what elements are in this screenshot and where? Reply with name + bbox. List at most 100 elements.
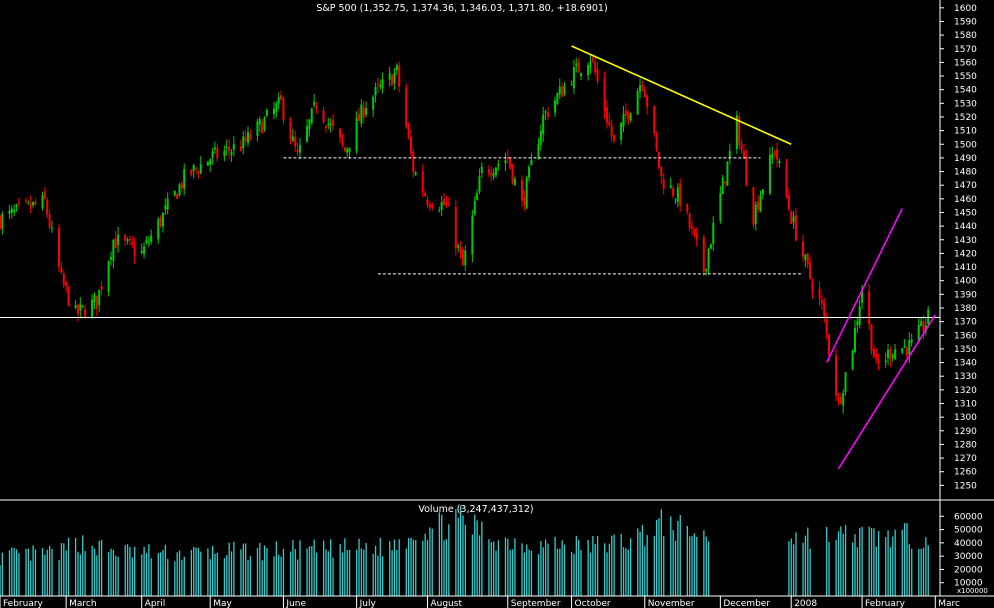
candle-body [289,122,292,140]
volume-bar [315,552,318,596]
volume-bar [167,558,169,596]
volume-bar [691,535,693,596]
volume-bar [488,539,490,596]
volume-bar [660,509,663,596]
candle-body [835,355,838,396]
volume-bar [30,560,32,596]
candle-body [705,268,708,272]
candle-body [875,354,878,360]
volume-bar [223,558,226,596]
volume-bar [495,550,497,596]
candle-body [8,210,11,214]
candle-body [310,108,313,124]
volume-bar [1,552,4,596]
candle-body [802,241,805,257]
volume-bar [405,548,407,596]
candle-body [792,216,795,223]
volume-bar [464,524,466,596]
volume-bar [703,530,705,596]
candle-body [223,150,226,157]
candle-body [206,161,209,166]
candle-body [50,227,53,229]
candle-body [627,113,630,120]
volume-bar [207,548,209,596]
candle-body [577,62,580,73]
price-ytick-label: 1510 [954,127,977,137]
volume-bar [644,546,646,596]
volume-bar [195,547,197,596]
candle-body [112,239,115,261]
price-ytick-label: 1300 [954,413,977,423]
candle-body [806,253,809,265]
candle-body [131,241,134,245]
volume-bar [164,544,167,596]
candle-body [509,157,512,168]
price-ytick-label: 1540 [954,86,977,96]
candle-body [823,303,826,318]
volume-ytick-label: 50000 [954,526,983,536]
candle-body [492,173,495,177]
candle-body [554,100,557,113]
candle-body [695,233,698,240]
volume-bar [594,543,596,596]
candle-body [143,246,146,254]
volume-bar [63,543,65,596]
volume-bar [93,548,96,596]
trend-line [825,208,903,363]
price-ytick-label: 1430 [954,236,977,246]
candle-body [232,144,235,150]
volume-bar [410,537,412,596]
volume-bar [374,545,377,596]
volume-bar [110,548,112,596]
candle-body [324,125,327,128]
candle-body [691,227,694,229]
volume-bar [296,559,299,596]
trend-line [571,45,792,145]
volume-bar [537,554,540,596]
volume-bar [490,542,492,596]
price-ytick-label: 1550 [954,72,977,82]
candle-body [263,117,266,131]
candle-body [296,149,299,153]
candle-body [724,181,727,184]
candle-body [421,171,424,193]
candle-body [587,65,590,76]
volume-bar [330,539,332,596]
volume-bar [214,553,216,596]
candle-body [159,217,162,226]
volume-bar [686,525,688,596]
candle-body [870,324,873,351]
candle-body [110,257,113,260]
price-ytick-label: 1250 [954,481,977,491]
volume-bar [559,548,561,596]
volume-bar [0,565,1,596]
volume-bar [389,541,391,596]
volume-bar [530,550,533,596]
candle-body [790,211,793,224]
candle-body [308,119,311,130]
price-ytick-label: 1270 [954,454,977,464]
volume-bar [646,535,648,596]
candle-body [544,111,547,113]
volume-bar [84,551,86,596]
candle-body [211,151,214,158]
volume-bar [280,556,282,596]
volume-bar [311,546,313,596]
volume-bar [41,548,44,596]
price-ytick-label: 1560 [954,58,977,68]
candle-body [43,191,46,199]
volume-bar [115,555,117,596]
candle-body [91,299,94,317]
candle-body [655,134,658,150]
candle-body [199,164,202,174]
volume-bar [112,549,115,596]
volume-bar [852,542,854,596]
candle-body [693,228,696,235]
candle-body [145,239,148,243]
candle-body [414,172,417,176]
volume-bar [908,544,910,596]
volume-bar [176,552,178,596]
volume-bar [544,539,547,596]
candle-body [917,325,920,342]
candle-body [787,195,790,209]
